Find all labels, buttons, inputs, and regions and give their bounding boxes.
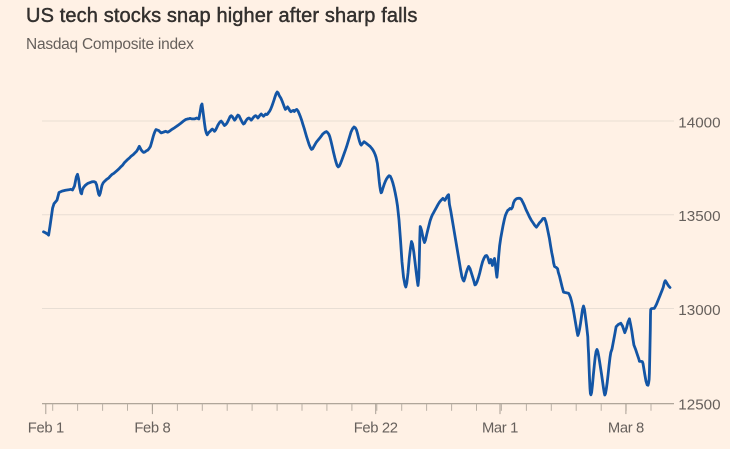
svg-text:Feb 8: Feb 8 bbox=[134, 420, 170, 436]
svg-text:13000: 13000 bbox=[678, 302, 720, 319]
svg-text:Mar 8: Mar 8 bbox=[608, 420, 644, 436]
svg-text:14000: 14000 bbox=[678, 114, 720, 131]
svg-text:Feb 22: Feb 22 bbox=[354, 420, 398, 436]
svg-text:13500: 13500 bbox=[678, 208, 720, 225]
svg-text:12500: 12500 bbox=[678, 396, 720, 413]
svg-text:Feb 1: Feb 1 bbox=[28, 420, 64, 436]
svg-text:Mar 1: Mar 1 bbox=[482, 420, 518, 436]
